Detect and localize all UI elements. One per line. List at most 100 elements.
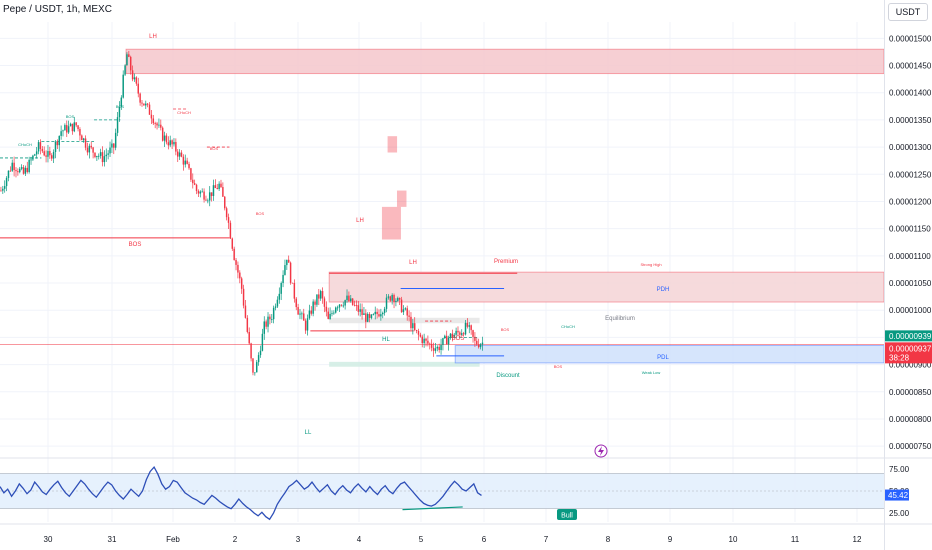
candle[interactable] [231, 237, 234, 251]
candle[interactable] [397, 296, 399, 302]
candle[interactable] [64, 123, 66, 131]
candle[interactable] [244, 299, 247, 319]
candle[interactable] [383, 306, 386, 316]
candle[interactable] [71, 123, 74, 135]
candle[interactable] [50, 153, 53, 161]
candle[interactable] [154, 121, 156, 129]
candle[interactable] [17, 168, 19, 176]
candle[interactable] [7, 170, 10, 182]
candle[interactable] [111, 139, 113, 153]
candle[interactable] [56, 139, 59, 149]
candle[interactable] [434, 343, 437, 354]
candle[interactable] [479, 343, 482, 350]
candle[interactable] [186, 157, 188, 165]
candle[interactable] [240, 276, 243, 294]
candle[interactable] [297, 303, 299, 315]
candle[interactable] [135, 76, 138, 86]
candle[interactable] [470, 324, 472, 335]
candle[interactable] [329, 307, 331, 320]
candle[interactable] [368, 312, 371, 323]
zone-demand[interactable] [454, 345, 885, 364]
candle[interactable] [382, 311, 384, 319]
candle[interactable] [222, 182, 224, 197]
candle[interactable] [141, 100, 143, 107]
candle[interactable] [148, 102, 151, 115]
candle[interactable] [276, 296, 279, 309]
candle[interactable] [261, 328, 264, 352]
candle[interactable] [26, 161, 29, 174]
candle[interactable] [152, 114, 155, 126]
candle[interactable] [9, 166, 12, 172]
candle[interactable] [338, 303, 341, 312]
candle[interactable] [19, 166, 21, 174]
candle[interactable] [214, 179, 217, 189]
candle[interactable] [54, 140, 57, 159]
candle[interactable] [415, 329, 418, 334]
candle[interactable] [190, 167, 192, 183]
candle[interactable] [35, 146, 38, 159]
candle[interactable] [393, 293, 395, 309]
candle[interactable] [336, 305, 339, 311]
candle[interactable] [67, 120, 70, 134]
candle[interactable] [385, 294, 388, 313]
candle[interactable] [124, 64, 126, 76]
candle[interactable] [118, 101, 121, 122]
candle[interactable] [113, 143, 115, 155]
candle[interactable] [212, 179, 215, 201]
candle[interactable] [28, 156, 30, 174]
candle[interactable] [49, 146, 51, 159]
candle[interactable] [408, 310, 410, 322]
candle[interactable] [289, 261, 292, 285]
candle[interactable] [438, 343, 440, 353]
candle[interactable] [459, 330, 461, 338]
candle[interactable] [400, 296, 403, 313]
candle[interactable] [201, 188, 203, 193]
candle[interactable] [178, 149, 181, 161]
candle[interactable] [107, 150, 109, 160]
candle[interactable] [444, 334, 446, 339]
candle[interactable] [224, 195, 226, 211]
candle[interactable] [413, 317, 416, 332]
candle[interactable] [395, 298, 397, 307]
zone-premium[interactable] [328, 271, 885, 303]
candle[interactable] [423, 333, 425, 348]
candle[interactable] [225, 206, 228, 221]
candle[interactable] [327, 307, 329, 320]
candle[interactable] [173, 138, 175, 147]
candle[interactable] [116, 112, 119, 137]
candle[interactable] [184, 154, 187, 168]
candle[interactable] [445, 330, 448, 345]
candle[interactable] [442, 337, 444, 351]
candle[interactable] [24, 165, 27, 177]
candle[interactable] [161, 126, 164, 142]
candle[interactable] [319, 289, 322, 301]
candle[interactable] [84, 135, 87, 151]
candle[interactable] [101, 146, 104, 167]
candle[interactable] [318, 289, 320, 306]
candle[interactable] [344, 299, 346, 310]
candle[interactable] [457, 326, 459, 336]
candle[interactable] [105, 148, 108, 162]
candle[interactable] [263, 316, 265, 340]
candle[interactable] [293, 279, 296, 303]
candle[interactable] [468, 322, 471, 334]
candle[interactable] [94, 152, 96, 159]
candle[interactable] [306, 314, 309, 336]
candle[interactable] [145, 100, 147, 110]
candle[interactable] [79, 127, 81, 141]
candle[interactable] [137, 77, 139, 98]
candle[interactable] [333, 310, 335, 315]
candle[interactable] [255, 360, 258, 373]
candle[interactable] [169, 135, 171, 148]
candle[interactable] [175, 138, 177, 156]
candle[interactable] [216, 183, 218, 190]
candle[interactable] [464, 319, 467, 336]
candle[interactable] [248, 327, 250, 345]
candle[interactable] [429, 342, 431, 350]
candle[interactable] [192, 173, 194, 189]
candle[interactable] [282, 270, 284, 288]
candle[interactable] [412, 319, 414, 335]
candle[interactable] [177, 149, 179, 162]
candle[interactable] [353, 300, 356, 307]
